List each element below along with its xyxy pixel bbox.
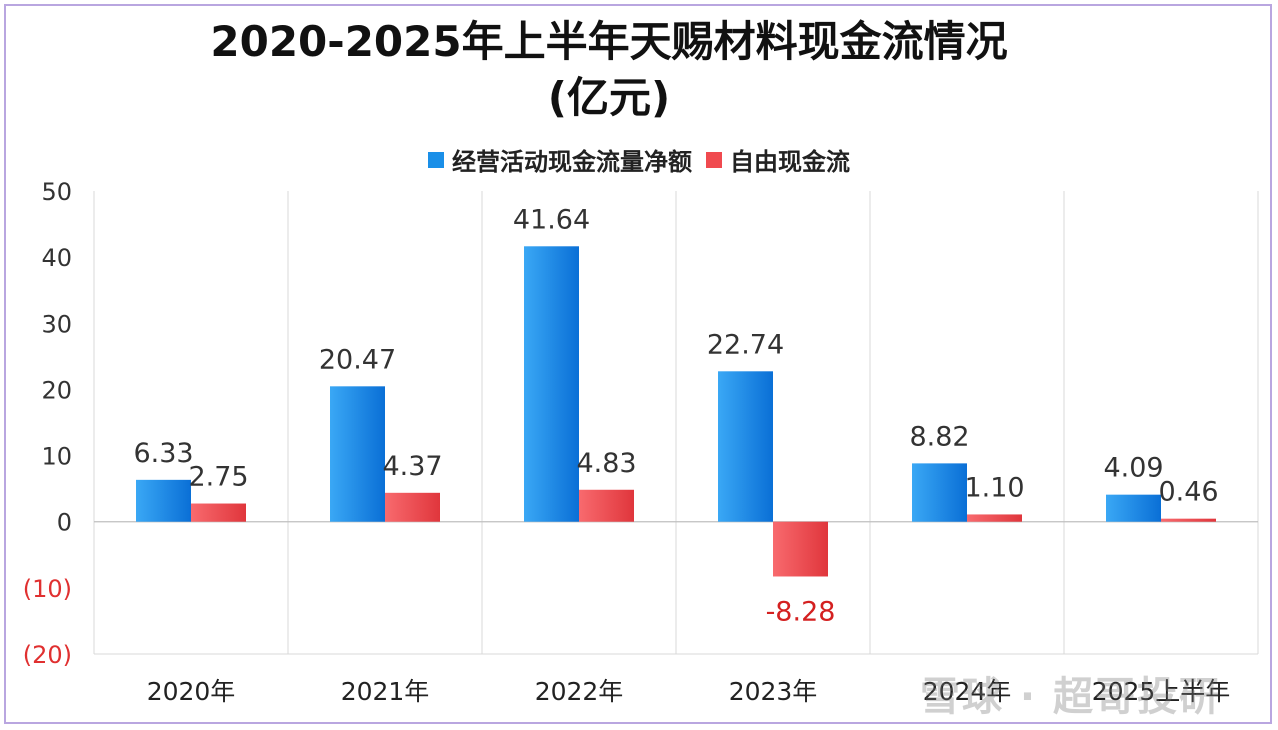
data-label-free: 0.46	[1158, 477, 1218, 508]
data-label-operating: 4.09	[1103, 453, 1163, 484]
y-tick-label: (10)	[23, 575, 72, 603]
x-tick-label: 2020年	[147, 677, 236, 706]
bar-free-cashflow	[1161, 518, 1216, 522]
chart-title: 2020-2025年上半年天赐材料现金流情况	[210, 17, 1008, 66]
bar-operating-cashflow	[718, 371, 773, 522]
bar-free-cashflow	[773, 521, 828, 577]
legend-swatch-free	[706, 151, 722, 168]
data-label-free: 2.75	[188, 462, 248, 493]
data-label-free: 4.37	[382, 451, 442, 482]
legend: 经营活动现金流量净额 自由现金流	[0, 142, 1278, 177]
legend-swatch-operating	[428, 151, 444, 168]
x-tick-label: 2024年	[923, 677, 1012, 706]
bar-operating-cashflow	[330, 386, 385, 522]
y-tick-label: 40	[41, 244, 72, 272]
bar-free-cashflow	[385, 492, 440, 522]
chart-subtitle: (亿元)	[547, 73, 671, 122]
y-tick-label: 50	[41, 178, 72, 206]
y-tick-label: 0	[57, 509, 72, 537]
bar-operating-cashflow	[524, 246, 579, 522]
data-label-operating: 22.74	[707, 329, 784, 360]
data-label-free: 1.10	[964, 472, 1024, 503]
watermark: 雪球 · 超哥投研	[920, 674, 1222, 720]
bar-free-cashflow	[579, 489, 634, 522]
x-tick-label: 2021年	[341, 677, 430, 706]
data-label-operating: 6.33	[133, 438, 193, 469]
data-label-operating: 20.47	[319, 344, 396, 375]
data-label-free: 4.83	[576, 448, 636, 479]
bar-operating-cashflow	[136, 479, 191, 522]
bar-operating-cashflow	[1106, 494, 1161, 522]
chart-frame	[4, 4, 1272, 724]
data-label-operating: 41.64	[513, 204, 590, 235]
y-tick-label: (20)	[23, 641, 72, 669]
bar-operating-cashflow	[912, 463, 967, 522]
x-tick-label: 2022年	[535, 677, 624, 706]
bar-free-cashflow	[967, 514, 1022, 522]
legend-label-operating: 经营活动现金流量净额	[452, 148, 692, 176]
y-tick-label: 30	[41, 310, 72, 338]
legend-label-free: 自由现金流	[730, 148, 850, 176]
data-label-operating: 8.82	[909, 421, 969, 452]
data-label-free: -8.28	[766, 596, 836, 627]
y-tick-label: 10	[41, 443, 72, 471]
x-tick-label: 2025上半年	[1092, 677, 1231, 706]
y-tick-label: 20	[41, 376, 72, 404]
legend-item-free: 自由现金流	[706, 142, 850, 177]
bar-free-cashflow	[191, 503, 246, 522]
legend-item-operating: 经营活动现金流量净额	[428, 142, 692, 177]
x-tick-label: 2023年	[729, 677, 818, 706]
